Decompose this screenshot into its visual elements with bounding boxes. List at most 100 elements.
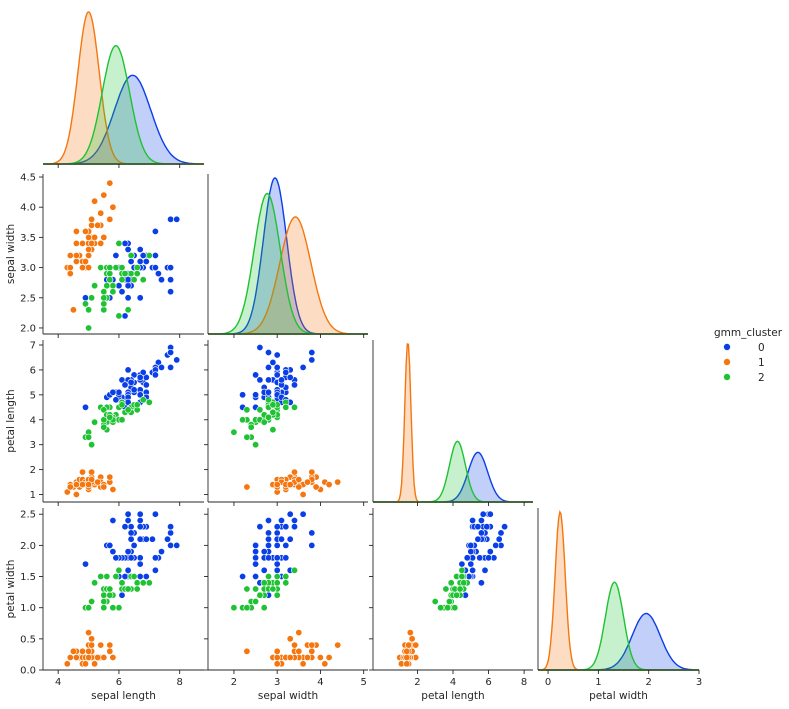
scatter-point-cluster-2 [133,579,141,587]
scatter-point-cluster-0 [308,348,316,356]
scatter-point-cluster-1 [72,490,80,498]
scatter-point-cluster-2 [145,252,153,260]
scatter-point-cluster-0 [486,548,494,556]
y-tick-label: 3.0 [20,263,36,274]
scatter-point-cluster-0 [497,529,505,537]
scatter-point-cluster-0 [469,516,477,524]
scatter-point-cluster-2 [437,604,445,612]
scatter-point-cluster-2 [124,585,132,593]
scatter-point-cluster-2 [282,579,290,587]
scatter-point-cluster-1 [295,476,303,484]
scatter-point-cluster-0 [252,560,260,568]
scatter-point-cluster-0 [112,554,120,562]
scatter-point-cluster-2 [106,591,114,599]
y-tick-label: 3.5 [20,233,36,244]
scatter-point-cluster-0 [151,264,159,272]
x-tick-label: 2 [414,677,420,688]
scatter-point-cluster-0 [273,560,281,568]
scatter-point-cluster-2 [252,585,260,593]
scatter-point-cluster-0 [136,246,144,254]
scatter-point-cluster-1 [91,197,99,205]
scatter-point-cluster-0 [282,554,290,562]
scatter-point-cluster-1 [286,635,294,643]
y-tick-label: 3 [30,440,36,451]
scatter-point-cluster-2 [282,403,290,411]
legend-label-cluster-2: 2 [758,372,765,384]
scatter-point-cluster-2 [458,566,466,574]
scatter-point-cluster-1 [106,473,114,481]
scatter-point-cluster-0 [158,276,166,284]
scatter-point-cluster-0 [148,535,156,543]
scatter-point-cluster-2 [269,426,277,434]
x-tick-label: 4 [317,677,323,688]
legend: gmm_cluster 0 1 2 [714,327,783,384]
scatter-point-cluster-2 [100,423,108,431]
scatter-point-cluster-2 [100,294,108,302]
scatter-point-cluster-0 [151,510,159,518]
scatter-point-cluster-0 [106,541,114,549]
scatter-point-cluster-1 [308,468,316,476]
scatter-point-cluster-0 [167,288,175,296]
scatter-point-cluster-0 [173,356,181,364]
scatter-point-cluster-0 [264,529,272,537]
scatter-point-cluster-0 [264,376,272,384]
scatter-point-cluster-0 [501,523,509,531]
scatter-point-cluster-2 [118,416,126,424]
x-tick-label: 6 [116,677,122,688]
scatter-point-cluster-1 [321,660,329,668]
scatter-point-cluster-0 [252,541,260,549]
scatter-point-cluster-1 [97,641,105,649]
scatter-point-cluster-2 [273,572,281,580]
scatter-point-cluster-0 [467,548,475,556]
scatter-point-cluster-2 [115,312,123,320]
scatter-point-cluster-0 [252,554,260,562]
scatter-point-cluster-0 [264,541,272,549]
scatter-point-cluster-2 [85,324,93,332]
scatter-point-cluster-1 [290,641,298,649]
scatter-point-cluster-2 [139,276,147,284]
scatter-point-cluster-2 [133,270,141,278]
scatter-point-cluster-1 [243,483,251,491]
scatter-point-cluster-0 [282,541,290,549]
scatter-point-cluster-0 [136,572,144,580]
scatter-point-cluster-1 [94,478,102,486]
scatter-point-cluster-2 [145,579,153,587]
scatter-point-cluster-2 [456,585,464,593]
scatter-point-cluster-0 [260,548,268,556]
scatter-point-cluster-0 [109,388,117,396]
scatter-point-cluster-2 [269,408,277,416]
scatter-point-cluster-0 [142,257,150,265]
scatter-point-cluster-2 [106,413,114,421]
y-tick-label: 7 [30,340,36,351]
scatter-point-cluster-0 [495,535,503,543]
scatter-point-cluster-0 [167,523,175,531]
scatter-point-cluster-2 [252,441,260,449]
scatter-point-cluster-1 [403,660,411,668]
y-tick-label: 4 [30,415,36,426]
scatter-point-cluster-2 [91,418,99,426]
scatter-cell-3-0 [63,510,181,668]
scatter-point-cluster-2 [264,413,272,421]
scatter-point-cluster-1 [72,239,80,247]
scatter-point-cluster-1 [312,483,320,491]
y-tick-label: 0.5 [20,634,36,645]
scatter-point-cluster-0 [124,282,132,290]
scatter-point-cluster-0 [458,560,466,568]
scatter-point-cluster-2 [106,270,114,278]
scatter-point-cluster-2 [460,579,468,587]
scatter-point-cluster-0 [477,529,485,537]
scatter-point-cluster-0 [121,381,129,389]
scatter-cell-2-1 [230,343,342,498]
scatter-point-cluster-1 [85,647,93,655]
scatter-point-cluster-0 [109,548,117,556]
x-tick-label: 8 [177,677,183,688]
scatter-point-cluster-0 [127,257,135,265]
scatter-point-cluster-0 [260,566,268,574]
scatter-point-cluster-0 [173,215,181,223]
scatter-point-cluster-2 [88,597,96,605]
y-tick-label: 2.0 [20,323,36,334]
scatter-point-cluster-0 [252,391,260,399]
scatter-cell-3-2 [396,510,509,668]
scatter-point-cluster-2 [85,306,93,314]
scatter-point-cluster-0 [290,516,298,524]
